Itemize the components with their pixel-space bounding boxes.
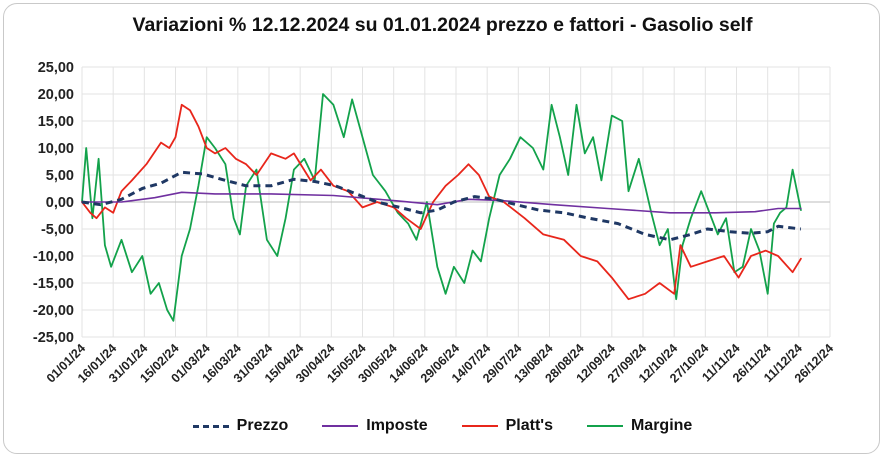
legend-label: Margine bbox=[630, 417, 693, 434]
series-line-margine bbox=[81, 93, 802, 322]
legend-label: Imposte bbox=[366, 417, 428, 434]
y-tick-label: 20,00 bbox=[38, 87, 74, 103]
y-tick-label: -25,00 bbox=[33, 330, 74, 346]
series-line-prezzo bbox=[81, 170, 802, 242]
y-tick-label: 15,00 bbox=[38, 114, 74, 130]
legend-item: Margine bbox=[586, 417, 693, 435]
legend-label: Prezzo bbox=[236, 417, 289, 434]
y-tick-label: 10,00 bbox=[38, 141, 74, 157]
legend-swatch bbox=[192, 424, 229, 428]
y-tick-label: -15,00 bbox=[33, 276, 74, 292]
y-tick-label: 25,00 bbox=[38, 60, 74, 76]
y-tick-label: -5,00 bbox=[41, 222, 74, 238]
y-tick-label: 5,00 bbox=[46, 168, 74, 184]
legend-swatch bbox=[586, 425, 623, 427]
legend-item: Prezzo bbox=[192, 417, 289, 435]
legend-item: Imposte bbox=[322, 417, 428, 435]
legend-label: Platt's bbox=[505, 417, 553, 434]
y-tick-label: -20,00 bbox=[33, 303, 74, 319]
legend-item: Platt's bbox=[461, 417, 553, 435]
chart-legend: Prezzo Imposte Platt's Margine bbox=[0, 417, 885, 435]
legend-swatch bbox=[461, 425, 498, 427]
chart-title: Variazioni % 12.12.2024 su 01.01.2024 pr… bbox=[132, 14, 753, 36]
y-tick-label: -10,00 bbox=[33, 249, 74, 265]
y-tick-label: 0,00 bbox=[46, 195, 74, 211]
legend-swatch bbox=[322, 425, 359, 427]
